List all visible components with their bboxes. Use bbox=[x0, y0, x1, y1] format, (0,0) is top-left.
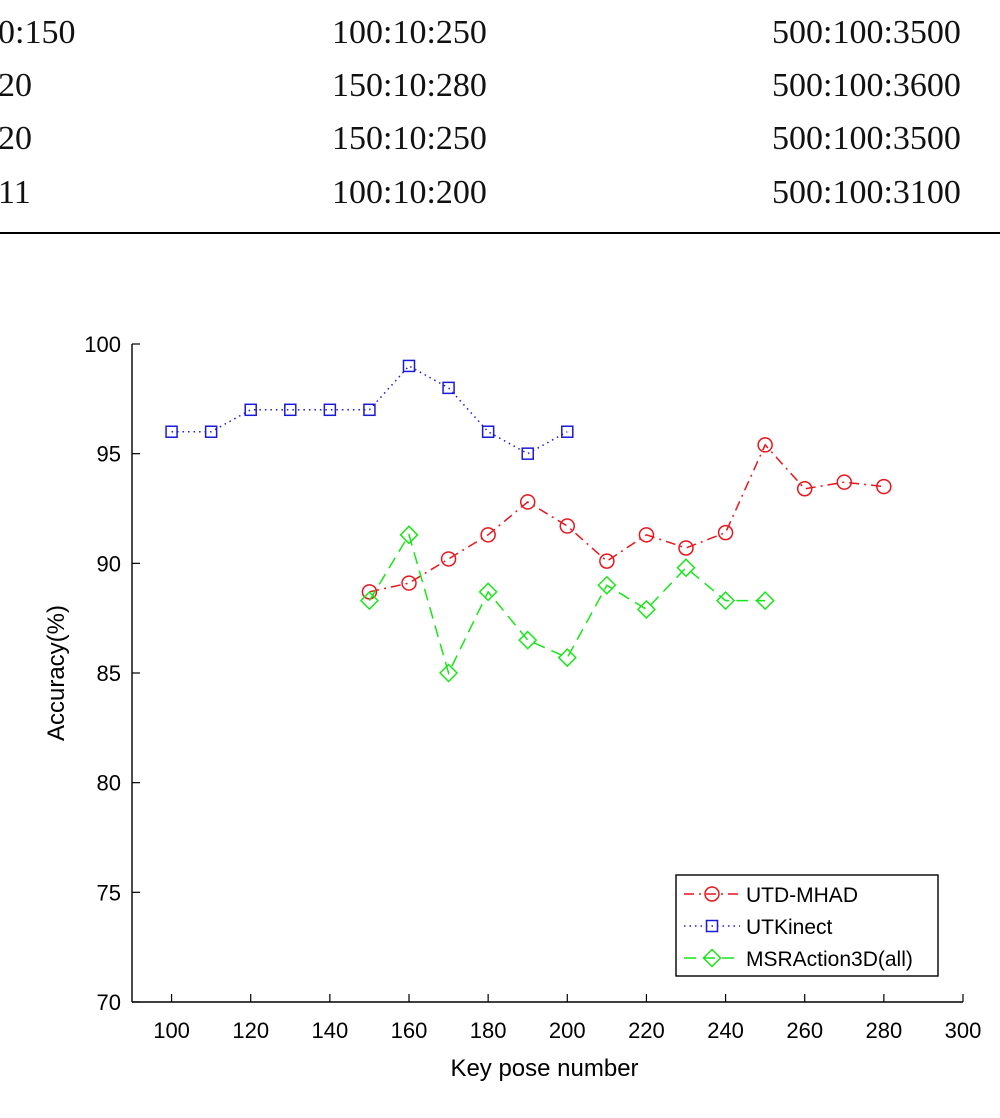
legend-entry: UTD-MHAD bbox=[684, 884, 858, 907]
series-line bbox=[171, 364, 568, 455]
y-tick-label: 95 bbox=[97, 442, 121, 467]
y-tick-label: 70 bbox=[97, 990, 121, 1015]
x-tick-label: 220 bbox=[628, 1018, 665, 1043]
data-point-circle bbox=[480, 527, 496, 543]
data-point-square bbox=[284, 403, 297, 417]
data-point-diamond bbox=[755, 591, 775, 611]
table-cell: 0:150 bbox=[0, 14, 76, 51]
data-point-circle bbox=[757, 437, 773, 453]
table-cell: 20 bbox=[0, 120, 32, 157]
data-point-square bbox=[481, 425, 495, 438]
data-point-square bbox=[323, 403, 337, 417]
table-cell: 500:100:3100 bbox=[772, 174, 961, 211]
data-point-circle bbox=[361, 584, 378, 600]
axes: 100 120 140 160 180 200 220 240 260 280 300 70 75 80 8… bbox=[84, 332, 981, 1043]
data-point-diamond bbox=[359, 591, 379, 611]
data-point-circle bbox=[796, 481, 813, 497]
x-tick-label: 280 bbox=[865, 1018, 902, 1043]
data-point-diamond bbox=[439, 663, 459, 683]
legend-label: UTD-MHAD bbox=[746, 884, 858, 907]
data-point-circle bbox=[519, 494, 536, 510]
legend-entry: UTKinect bbox=[684, 916, 833, 939]
data-point-diamond bbox=[636, 599, 656, 619]
y-tick-label: 80 bbox=[97, 771, 121, 796]
data-point-circle bbox=[704, 886, 720, 902]
table-cell: 11 bbox=[0, 174, 31, 211]
legend-label: MSRAction3D(all) bbox=[746, 948, 913, 971]
series-utd-mhad bbox=[361, 437, 892, 600]
data-point-diamond bbox=[399, 525, 419, 545]
data-point-square bbox=[521, 447, 534, 460]
data-point-square bbox=[402, 359, 416, 373]
accuracy-line-chart: 100 120 140 160 180 200 220 240 260 280 300 70 75 80 8… bbox=[43, 332, 981, 1082]
x-tick-label: 240 bbox=[707, 1018, 744, 1043]
legend-label: UTKinect bbox=[746, 916, 833, 939]
data-point-diamond bbox=[702, 948, 722, 968]
table-cell: 500:100:3500 bbox=[772, 120, 961, 157]
data-point-diamond bbox=[676, 558, 696, 578]
table-bottom-rule bbox=[0, 232, 1000, 234]
data-point-circle bbox=[717, 524, 734, 541]
table-cell: 100:10:250 bbox=[332, 14, 487, 51]
table-cell: 100:10:200 bbox=[332, 174, 487, 211]
legend-entry: MSRAction3D(all) bbox=[684, 948, 913, 971]
data-point-square bbox=[244, 403, 257, 417]
table-cell: 500:100:3500 bbox=[772, 14, 961, 51]
data-point-square bbox=[442, 381, 455, 395]
data-point-circle bbox=[638, 527, 655, 543]
data-point-square bbox=[204, 425, 218, 438]
data-point-square bbox=[165, 425, 178, 438]
y-tick-label: 100 bbox=[84, 332, 121, 357]
data-point-circle bbox=[876, 478, 892, 495]
data-point-diamond bbox=[557, 648, 577, 668]
series-msraction3d-all bbox=[359, 525, 775, 683]
x-tick-label: 180 bbox=[470, 1018, 507, 1043]
x-tick-label: 100 bbox=[153, 1018, 190, 1043]
data-point-diamond bbox=[597, 575, 617, 595]
data-point-circle bbox=[559, 518, 576, 534]
series-line bbox=[368, 532, 766, 676]
data-point-circle bbox=[678, 540, 694, 556]
x-tick-label: 160 bbox=[391, 1018, 428, 1043]
data-point-circle bbox=[401, 575, 417, 591]
series-layer bbox=[165, 359, 892, 683]
x-tick-label: 120 bbox=[232, 1018, 269, 1043]
table-cell: 500:100:3600 bbox=[772, 67, 961, 104]
y-tick-label: 85 bbox=[97, 661, 121, 686]
x-tick-label: 260 bbox=[786, 1018, 823, 1043]
series-utkinect bbox=[165, 359, 574, 460]
data-point-square bbox=[561, 425, 574, 438]
series-line bbox=[369, 443, 884, 593]
data-point-square bbox=[705, 919, 719, 933]
x-axis-label: Key pose number bbox=[450, 1055, 638, 1082]
data-point-diamond bbox=[716, 591, 736, 611]
table-cell: 20 bbox=[0, 67, 32, 104]
table-cell: 150:10:250 bbox=[332, 120, 487, 157]
x-tick-label: 300 bbox=[945, 1018, 982, 1043]
data-point-circle bbox=[440, 551, 457, 567]
x-tick-label: 140 bbox=[311, 1018, 348, 1043]
data-point-diamond bbox=[478, 582, 498, 602]
data-point-circle bbox=[599, 553, 615, 569]
x-tick-label: 200 bbox=[549, 1018, 586, 1043]
y-axis-label: Accuracy(%) bbox=[43, 605, 70, 741]
data-point-square bbox=[363, 403, 376, 417]
results-table-fragment: 0:150 100:10:250 500:100:3500 20 150:10:… bbox=[0, 0, 1000, 240]
y-tick-label: 90 bbox=[97, 551, 121, 576]
y-tick-label: 75 bbox=[97, 880, 121, 905]
legend: UTD-MHAD UTKinect MSRAction3D(all) bbox=[675, 874, 939, 977]
data-point-diamond bbox=[518, 630, 538, 650]
table-cell: 150:10:280 bbox=[332, 67, 487, 104]
data-point-circle bbox=[836, 474, 853, 490]
